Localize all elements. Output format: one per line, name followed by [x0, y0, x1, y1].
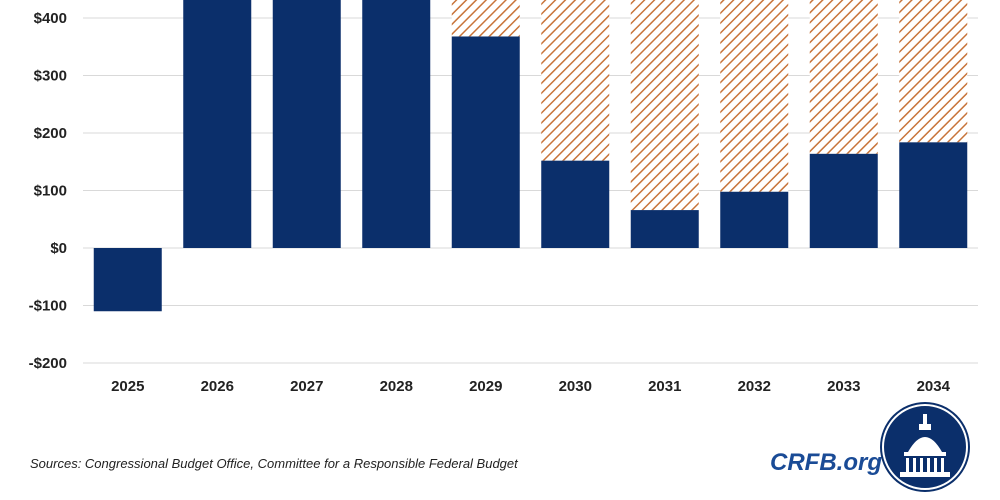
- brand-link[interactable]: CRFB.org: [770, 449, 882, 476]
- bar-segment-solid: [362, 0, 431, 248]
- capitol-dome-icon: [880, 402, 970, 492]
- y-tick-label: $300: [34, 68, 67, 85]
- x-tick-label: 2032: [738, 378, 771, 395]
- stacked-bar-chart: -$200 -$100 $0 $100 $200 $300 $400 2025 2026 202…: [29, 0, 978, 395]
- bar-segment-hatched: [451, 0, 520, 37]
- bar-segment-hatched: [720, 0, 789, 192]
- bar-segment-solid: [451, 36, 520, 249]
- x-tick-label: 2033: [827, 378, 860, 395]
- y-tick-label: -$200: [29, 355, 67, 372]
- x-tick-label: 2026: [201, 378, 234, 395]
- y-tick-label: $0: [50, 240, 67, 257]
- bar-segment-solid: [272, 0, 341, 248]
- bar-segment-solid: [630, 210, 699, 248]
- y-tick-label: $100: [34, 183, 67, 200]
- bar-segment-hatched: [899, 0, 968, 143]
- y-tick-label: $400: [34, 10, 67, 27]
- bar-segment-solid: [183, 0, 252, 248]
- x-tick-label: 2030: [559, 378, 592, 395]
- bar-segment-hatched: [630, 0, 699, 211]
- x-tick-label: 2031: [648, 378, 681, 395]
- x-tick-label: 2034: [917, 378, 951, 395]
- bar-segment-hatched: [541, 0, 610, 161]
- bar-segment-solid: [809, 153, 878, 248]
- source-note: Sources: Congressional Budget Office, Co…: [30, 456, 518, 471]
- bar-segment-solid: [720, 191, 789, 248]
- x-tick-label: 2027: [290, 378, 323, 395]
- y-tick-label: -$100: [29, 298, 67, 315]
- x-tick-label: 2028: [380, 378, 413, 395]
- y-tick-label: $200: [34, 125, 67, 142]
- bar-segment-solid: [541, 160, 610, 248]
- x-tick-label: 2025: [111, 378, 144, 395]
- bar-segment-solid: [899, 142, 968, 248]
- bar-segment-hatched: [809, 0, 878, 154]
- x-tick-label: 2029: [469, 378, 502, 395]
- bar-segment-solid: [93, 248, 162, 312]
